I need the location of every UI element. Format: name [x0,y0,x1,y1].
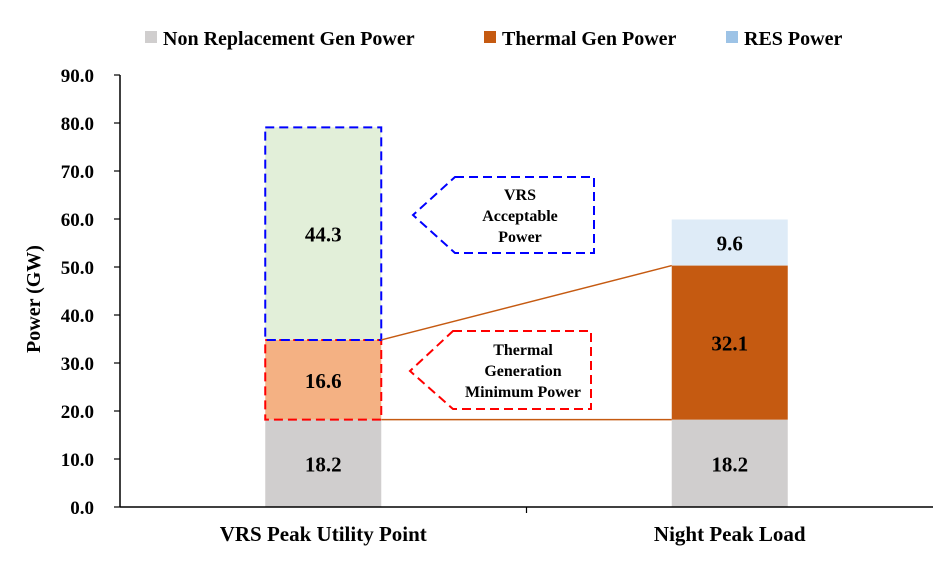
y-tick-label: 80.0 [61,114,94,135]
bar-segment [265,419,382,507]
callout-text: Thermal [493,342,553,359]
legend-label-3: RES Power [744,28,842,50]
callout-text: Power [498,229,542,246]
connector-line [381,264,672,341]
bar-segment [671,265,788,420]
legend-label-2: Thermal Gen Power [502,28,677,50]
legend-swatch-3 [726,31,738,43]
y-tick-label: 90.0 [61,66,94,87]
callout-text: Minimum Power [465,384,581,401]
y-tick-label: 0.0 [70,498,94,519]
callout-text: VRS [504,187,536,204]
callout-box [408,330,592,410]
y-axis-label: Power (GW) [23,245,45,353]
callout-box [411,176,595,254]
x-tick-label: VRS Peak Utility Point [220,522,427,546]
legend: Non Replacement Gen Power Thermal Gen Pow… [145,28,842,50]
connector-lines [381,264,672,421]
bar-value-label: 32.1 [711,332,748,356]
vrs-acceptable-outline [264,126,383,341]
bar-value-label: 44.3 [305,223,342,247]
y-axis-ticks: 0.0 10.0 20.0 30.0 40.0 50.0 60.0 70.0 80.0 90.0 [61,66,120,519]
legend-swatch-1 [145,31,157,43]
y-tick-label: 20.0 [61,402,94,423]
bar-segment [671,419,788,507]
x-axis-categories: VRS Peak Utility Point Night Peak Load [220,522,806,546]
y-tick-label: 70.0 [61,162,94,183]
bar-segment [265,127,382,340]
y-tick-label: 10.0 [61,450,94,471]
bar-value-label: 16.6 [305,369,342,393]
y-tick-label: 50.0 [61,258,94,279]
bar-segment [671,219,788,266]
bars: 18.2 16.6 44.3 18.2 32.1 9.6 [264,126,788,507]
bar-value-label: 9.6 [717,232,743,256]
annotations: VRS Acceptable Power Thermal Generation Minim… [408,176,595,410]
y-tick-label: 40.0 [61,306,94,327]
y-tick-label: 60.0 [61,210,94,231]
axes [119,75,933,513]
x-tick-label: Night Peak Load [654,522,806,546]
bar-value-label: 18.2 [305,452,342,476]
callout-text: Acceptable [482,208,558,225]
callout-text: Generation [484,363,561,380]
legend-label-1: Non Replacement Gen Power [163,28,415,50]
y-tick-label: 30.0 [61,354,94,375]
bar-value-label: 18.2 [711,452,748,476]
legend-swatch-2 [484,31,496,43]
bar-segment [265,339,382,420]
